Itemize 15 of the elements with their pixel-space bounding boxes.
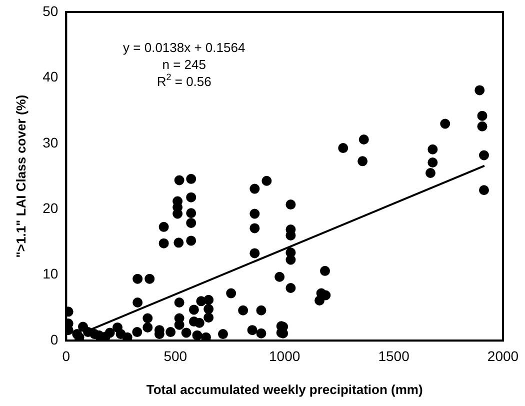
y-tick-label: 30 (42, 134, 58, 150)
x-axis-title: Total accumulated weekly precipitation (mm) (146, 382, 423, 397)
y-tick-label: 40 (42, 68, 58, 85)
y-axis-title: ">1.1" LAI Class cover (%) (13, 94, 28, 258)
annotation: y = 0.0138x + 0.1564 (123, 40, 246, 55)
x-tick-label: 0 (62, 348, 70, 364)
x-tick-label: 1500 (378, 348, 410, 364)
annotation: n = 245 (162, 57, 206, 72)
x-tick-label: 500 (164, 348, 188, 364)
x-tick-label: 1000 (269, 348, 300, 364)
y-tick-label: 10 (42, 266, 58, 282)
x-tick-label: 2000 (487, 348, 519, 364)
y-tick-label: 20 (42, 200, 58, 216)
y-tick-label: 0 (50, 331, 58, 348)
y-tick-label: 50 (42, 2, 58, 19)
